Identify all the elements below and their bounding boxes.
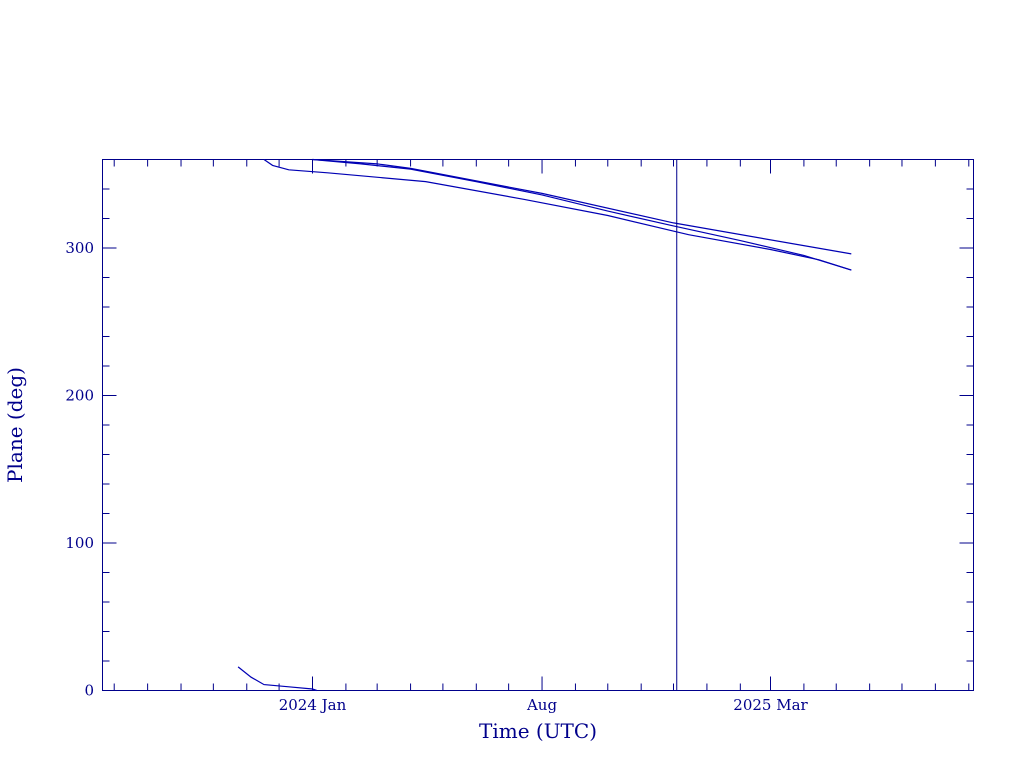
y-tick-label: 300 bbox=[65, 239, 94, 257]
series-line-4 bbox=[312, 158, 852, 255]
y-tick-label: 200 bbox=[65, 387, 94, 405]
x-tick-label: 2024 Jan bbox=[279, 696, 347, 714]
x-tick-labels: 2024 Jan Aug 2025 Mar bbox=[279, 696, 809, 714]
axis-ticks bbox=[102, 159, 974, 691]
series-line-1 bbox=[237, 666, 317, 692]
y-tick-labels: 0 100 200 300 bbox=[65, 239, 94, 700]
x-axis-title: Time (UTC) bbox=[479, 719, 597, 743]
y-tick-label: 100 bbox=[65, 534, 94, 552]
series-line-2 bbox=[263, 159, 852, 271]
x-tick-label: Aug bbox=[526, 696, 557, 714]
plot-frame bbox=[102, 159, 974, 691]
y-tick-label: 0 bbox=[84, 682, 94, 700]
y-axis-title: Plane (deg) bbox=[3, 367, 27, 483]
x-tick-label: 2025 Mar bbox=[733, 696, 808, 714]
series-group bbox=[237, 158, 852, 692]
series-line-3 bbox=[312, 158, 852, 271]
